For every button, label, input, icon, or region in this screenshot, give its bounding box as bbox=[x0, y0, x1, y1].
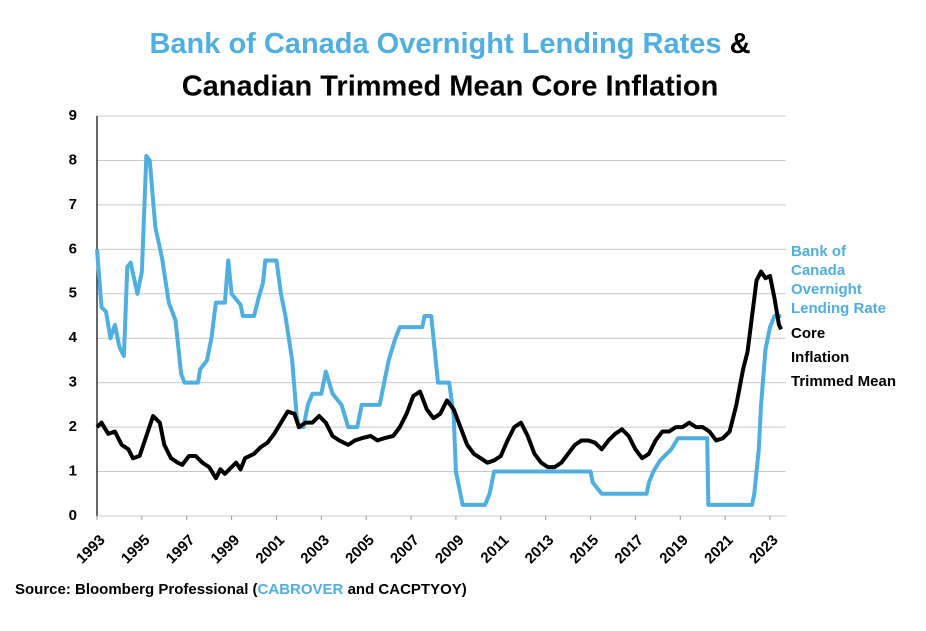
x-tick-label: 2007 bbox=[387, 532, 423, 568]
x-tick-label: 2009 bbox=[432, 532, 468, 568]
x-tick-label: 2017 bbox=[611, 532, 647, 568]
x-tick-label: 2021 bbox=[701, 532, 737, 568]
y-tick-label: 6 bbox=[69, 240, 77, 257]
y-tick-label: 0 bbox=[69, 507, 77, 524]
title-part: & bbox=[730, 28, 751, 60]
legend-label: Bank of Canada Overnight Lending Rate bbox=[791, 243, 886, 317]
series-line bbox=[95, 154, 782, 507]
y-tick-label: 1 bbox=[69, 463, 77, 480]
legend-line: Canada bbox=[791, 262, 846, 279]
x-tick-label: 1993 bbox=[73, 532, 109, 568]
x-tick-label: 2001 bbox=[252, 532, 288, 568]
legend-line: Overnight bbox=[791, 281, 862, 298]
y-tick-label: 5 bbox=[69, 285, 77, 302]
chart-title: Canadian Trimmed Mean Core Inflation bbox=[182, 71, 719, 103]
x-tick-label: 2019 bbox=[656, 532, 692, 568]
x-tick-label: 2005 bbox=[342, 532, 378, 568]
legend-line: Lending Rate bbox=[791, 300, 886, 317]
x-tick-label: 1997 bbox=[163, 532, 199, 568]
legend-line: Inflation bbox=[791, 349, 849, 366]
source-part: and CACPTYOY) bbox=[348, 581, 467, 598]
y-tick-label: 7 bbox=[69, 196, 77, 213]
legend-label: Core Inflation Trimmed Mean bbox=[791, 325, 896, 390]
chart-title: Bank of Canada Overnight Lending Rates & bbox=[149, 28, 750, 60]
x-tick-label: 1999 bbox=[208, 532, 244, 568]
y-tick-label: 9 bbox=[69, 107, 77, 124]
x-tick-label: 2011 bbox=[477, 532, 512, 567]
x-tick-label: 1995 bbox=[118, 532, 154, 568]
legend-line: Core bbox=[791, 325, 825, 342]
x-tick-label: 2013 bbox=[522, 532, 558, 568]
title-part: Bank of Canada Overnight Lending Rates bbox=[149, 28, 721, 60]
source-part: Source: Bloomberg Professional ( bbox=[15, 581, 258, 598]
source: Source: Bloomberg Professional (CABROVER… bbox=[15, 581, 467, 598]
y-tick-label: 8 bbox=[69, 151, 77, 168]
source-part: CABROVER bbox=[258, 581, 344, 598]
x-tick-label: 2003 bbox=[297, 532, 333, 568]
x-tick-label: 2023 bbox=[746, 532, 782, 568]
legend-line: Bank of bbox=[791, 243, 847, 260]
series-line bbox=[95, 269, 784, 481]
x-tick-label: 2015 bbox=[567, 532, 603, 568]
y-tick-label: 2 bbox=[69, 418, 77, 435]
y-tick-label: 3 bbox=[69, 374, 77, 391]
y-tick-label: 4 bbox=[69, 329, 78, 346]
legend-line: Trimmed Mean bbox=[791, 373, 896, 390]
